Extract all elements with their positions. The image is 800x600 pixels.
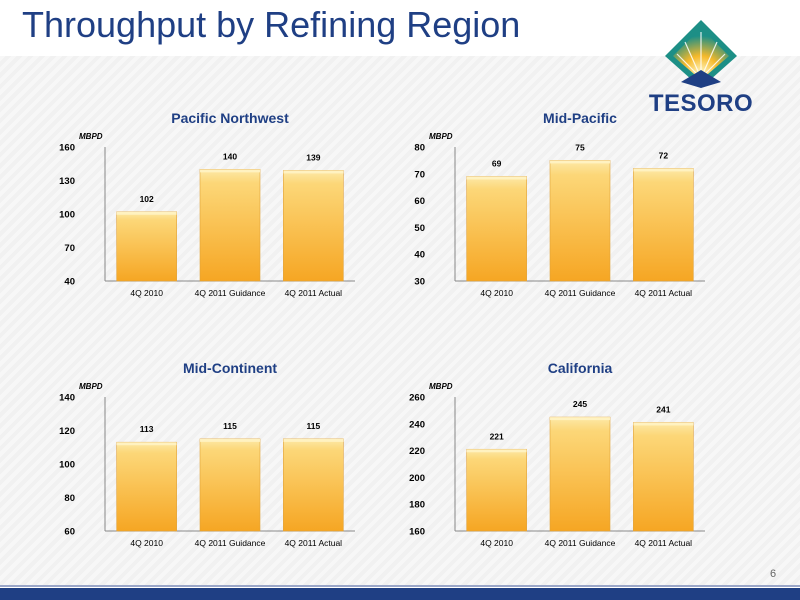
bar-highlight	[283, 438, 344, 442]
bar-highlight	[283, 170, 344, 174]
y-tick-label: 30	[414, 277, 425, 288]
tesoro-logo: TESORO	[645, 18, 757, 128]
y-tick-label: 180	[409, 500, 425, 511]
chart-title: Mid-Pacific	[543, 110, 617, 126]
y-tick-label: 120	[59, 426, 75, 437]
footer-line	[0, 585, 800, 587]
data-label: 245	[573, 399, 587, 409]
bar	[549, 160, 611, 282]
x-tick-label: 4Q 2011 Guidance	[195, 538, 266, 548]
page-title: Throughput by Refining Region	[22, 4, 521, 45]
unit-label: MBPD	[429, 132, 453, 141]
bar-highlight	[116, 211, 177, 215]
y-tick-label: 160	[59, 143, 75, 154]
bar	[283, 170, 344, 282]
bar	[466, 176, 527, 282]
y-tick-label: 50	[414, 223, 425, 234]
unit-label: MBPD	[79, 132, 103, 141]
x-tick-label: 4Q 2011 Actual	[285, 288, 343, 298]
bar-highlight	[466, 176, 527, 180]
data-label: 139	[306, 152, 320, 162]
data-label: 75	[575, 142, 585, 152]
chart-mid-pacific: Mid-Pacific MBPD 30 40 50 60 70 80 69 4Q 2010 75 4Q…	[395, 105, 745, 298]
y-tick-label: 80	[64, 493, 75, 504]
x-tick-label: 4Q 2011 Guidance	[195, 288, 266, 298]
y-tick-label: 260	[409, 393, 425, 404]
bar-highlight	[200, 169, 260, 173]
data-label: 115	[223, 421, 237, 431]
data-label: 69	[492, 158, 502, 168]
data-label: 113	[140, 424, 154, 434]
bar	[466, 448, 527, 532]
x-tick-label: 4Q 2011 Actual	[285, 538, 343, 548]
bar-highlight	[200, 438, 260, 442]
data-label: 140	[223, 151, 237, 161]
footer-bar	[0, 588, 800, 600]
data-label: 72	[659, 150, 669, 160]
y-tick-label: 130	[59, 176, 75, 187]
bar-highlight	[550, 160, 610, 164]
chart-title: Mid-Continent	[183, 360, 277, 376]
x-tick-label: 4Q 2010	[130, 288, 163, 298]
chart-svg: Mid-Pacific MBPD 30 40 50 60 70 80 69 4Q 2010 75 4Q…	[414, 110, 705, 298]
logo-text: TESORO	[648, 90, 754, 117]
bar-highlight	[550, 417, 610, 421]
data-label: 102	[140, 194, 154, 204]
unit-label: MBPD	[429, 382, 453, 391]
chart-svg: Pacific Northwest MBPD 40 70 100 130 160 102 4Q …	[59, 110, 355, 298]
bar	[199, 169, 261, 282]
y-tick-label: 60	[64, 527, 75, 538]
unit-label: MBPD	[79, 382, 103, 391]
y-tick-label: 140	[59, 393, 75, 404]
chart-title: California	[548, 360, 613, 376]
y-tick-label: 240	[409, 419, 425, 430]
bar	[549, 416, 611, 532]
y-tick-label: 40	[64, 277, 75, 288]
bar-highlight	[633, 168, 694, 172]
bar	[283, 438, 344, 532]
bar	[633, 422, 694, 532]
y-tick-label: 40	[414, 250, 425, 261]
data-label: 115	[306, 421, 320, 431]
chart-mid-continent: Mid-Continent MBPD 60 80 100 120 140 113 4Q 2010…	[45, 355, 395, 548]
bar	[199, 438, 261, 532]
x-tick-label: 4Q 2010	[130, 538, 163, 548]
bar	[116, 211, 177, 282]
y-tick-label: 70	[64, 243, 75, 254]
bar-highlight	[633, 422, 694, 426]
chart-title: Pacific Northwest	[171, 110, 289, 126]
y-tick-label: 60	[414, 196, 425, 207]
bar-highlight	[116, 442, 177, 446]
chart-pacific-northwest: Pacific Northwest MBPD 40 70 100 130 160 102 4Q …	[45, 105, 395, 298]
bar	[633, 168, 694, 282]
y-tick-label: 100	[59, 210, 75, 221]
chart-california: California MBPD 160 180 200 220 240 260 221 4Q 20…	[395, 355, 745, 548]
y-tick-label: 160	[409, 527, 425, 538]
x-tick-label: 4Q 2011 Guidance	[545, 538, 616, 548]
data-label: 221	[490, 431, 504, 441]
title-band	[0, 0, 800, 56]
x-tick-label: 4Q 2010	[480, 288, 513, 298]
page-number: 6	[770, 568, 777, 580]
logo-emblem-icon	[665, 20, 737, 88]
y-tick-label: 200	[409, 473, 425, 484]
x-tick-label: 4Q 2010	[480, 538, 513, 548]
x-tick-label: 4Q 2011 Guidance	[545, 288, 616, 298]
bar-highlight	[466, 449, 527, 453]
chart-svg: Mid-Continent MBPD 60 80 100 120 140 113 4Q 2010…	[59, 360, 355, 548]
chart-svg: California MBPD 160 180 200 220 240 260 221 4Q 20…	[409, 360, 705, 548]
y-tick-label: 100	[59, 460, 75, 471]
x-tick-label: 4Q 2011 Actual	[635, 538, 693, 548]
x-tick-label: 4Q 2011 Actual	[635, 288, 693, 298]
y-tick-label: 70	[414, 169, 425, 180]
data-label: 241	[656, 404, 670, 414]
y-tick-label: 80	[414, 143, 425, 154]
bar	[116, 441, 177, 532]
y-tick-label: 220	[409, 446, 425, 457]
